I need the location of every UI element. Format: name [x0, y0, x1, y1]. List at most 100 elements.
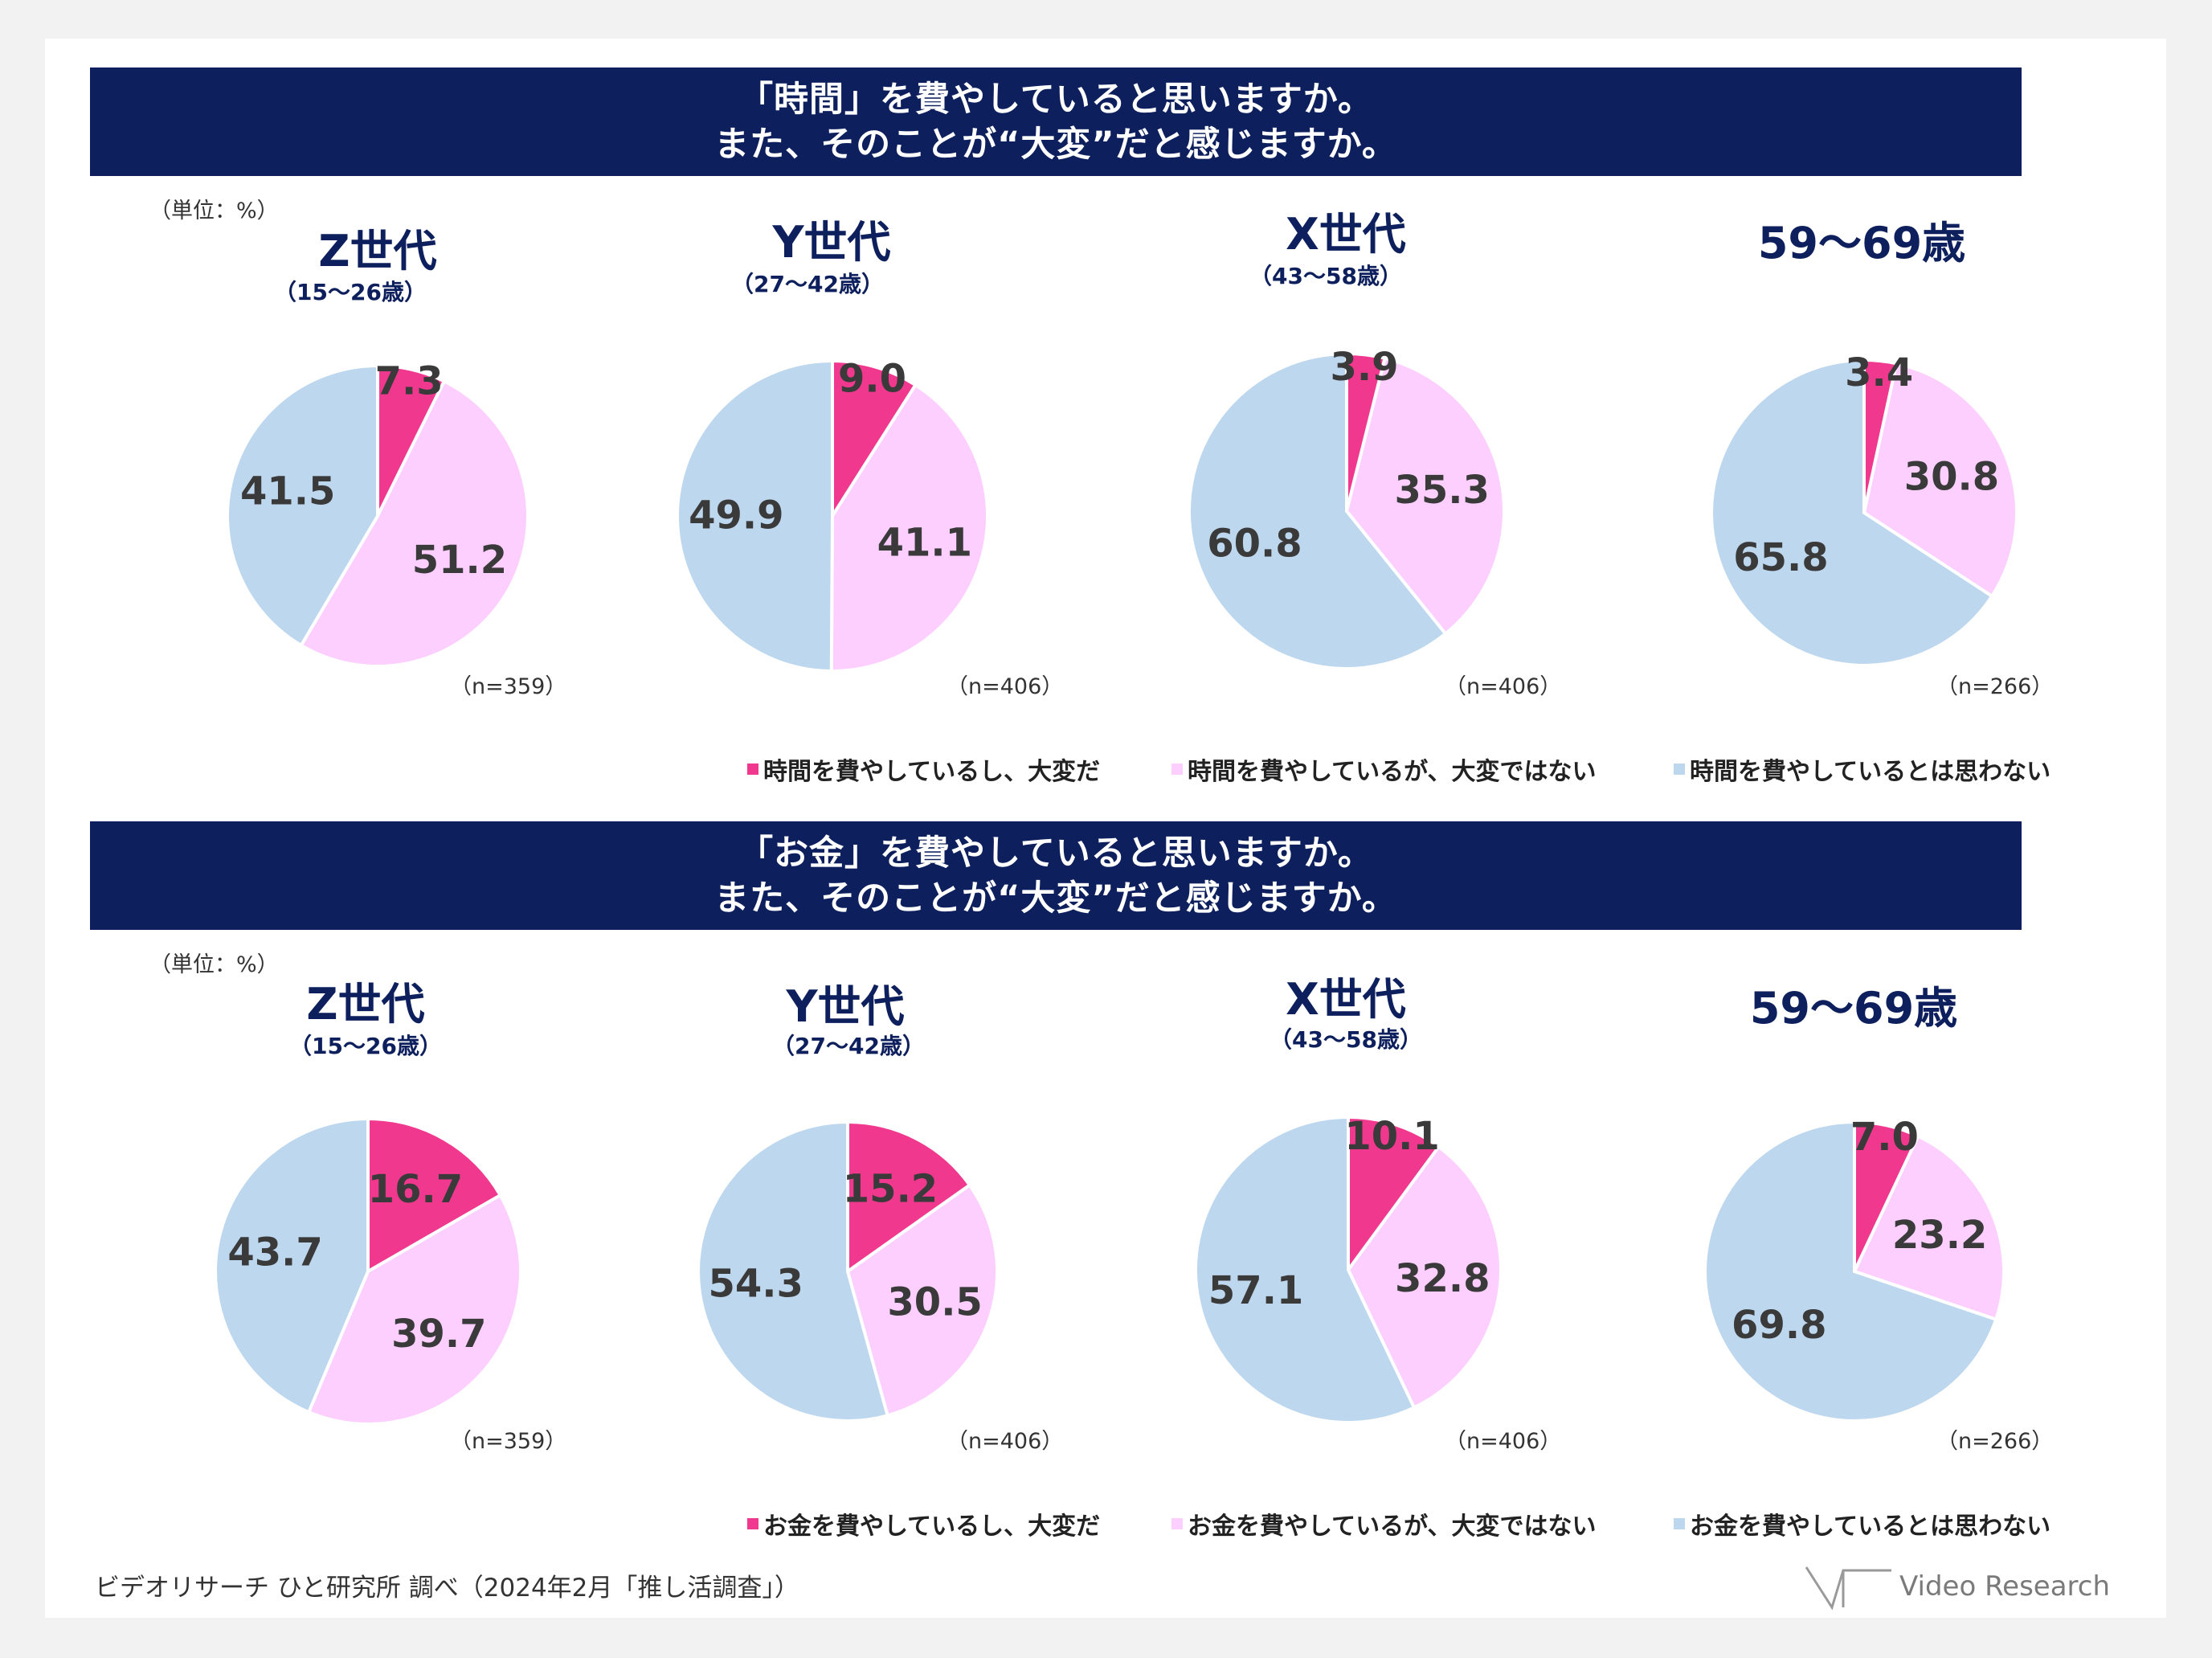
section-money-subtitle: また、そのことが“大変”だと感じますか。 — [714, 878, 1397, 919]
pie-value-label: 51.2 — [412, 538, 507, 583]
legend-label: お金を費やしているとは思わない — [1690, 1513, 2051, 1541]
slice-busy — [1347, 1115, 1441, 1275]
pie-value-label: 43.7 — [227, 1230, 322, 1275]
pie-value-label: 7.3 — [375, 358, 444, 403]
money-y-n: （n=406） — [947, 1429, 1064, 1454]
pie-value-label: 60.8 — [1207, 521, 1302, 566]
legend-label: 時間を費やしているが、大変ではない — [1188, 758, 1597, 786]
pie-value-label: 35.3 — [1394, 468, 1489, 513]
money-y-age: （27～42歳） — [772, 1033, 925, 1059]
slice-not-spending — [1710, 358, 1994, 667]
pie-money-z: 16.7 39.7 43.7 — [214, 1116, 522, 1426]
slice-not-busy — [845, 1182, 999, 1418]
slice-not-spending — [676, 358, 834, 673]
pie-value-label: 49.9 — [689, 493, 783, 538]
pie-value-label: 69.8 — [1732, 1303, 1826, 1348]
pie-value-label: 32.8 — [1395, 1256, 1490, 1301]
slice-not-spending — [697, 1120, 890, 1423]
pie-value-label: 16.7 — [368, 1167, 463, 1212]
slice-not-busy — [306, 1193, 522, 1426]
pie-value-label: 57.1 — [1208, 1268, 1303, 1313]
section-time-subtitle: また、そのことが“大変”だと感じますか。 — [714, 124, 1397, 165]
pie-time-senior: 3.4 30.8 65.8 — [1710, 350, 2018, 667]
pie-value-label: 7.0 — [1850, 1115, 1919, 1160]
pie-value-label: 65.8 — [1733, 535, 1828, 580]
section-time-banner: 「時間」を費やしていると思いますか。 また、そのことが“大変”だと感じますか。 — [90, 68, 2022, 176]
section-money-title: 「お金」を費やしていると思いますか。 — [738, 833, 1373, 874]
time-x-age: （43～58歳） — [1249, 263, 1402, 289]
legend-swatch-pink-dark — [747, 763, 758, 775]
money-senior-n: （n=266） — [1936, 1429, 2054, 1454]
pie-value-label: 15.2 — [843, 1167, 938, 1212]
legend-label: 時間を費やしているし、大変だ — [763, 758, 1101, 786]
legend-label: お金を費やしているし、大変だ — [763, 1513, 1101, 1541]
legend-label: 時間を費やしているとは思わない — [1690, 758, 2051, 786]
time-y-n: （n=406） — [947, 674, 1064, 699]
money-z-age: （15～26歳） — [289, 1033, 442, 1059]
money-z-n: （n=359） — [450, 1429, 567, 1454]
time-legend-2: 時間を費やしているが、大変ではない — [1171, 751, 1597, 787]
logo-text: Video Research — [1899, 1570, 2111, 1603]
slice-not-busy — [1852, 1134, 2006, 1322]
time-x-title: X世代 — [1286, 209, 1406, 260]
time-y-age: （27～42歳） — [731, 271, 884, 297]
section-money-unit: （単位：%） — [149, 952, 279, 977]
money-legend-3: お金を費やしているとは思わない — [1674, 1506, 2050, 1541]
pie-time-y: 9.0 41.1 49.9 — [676, 356, 989, 673]
pie-money-y: 15.2 30.5 54.3 — [697, 1120, 999, 1423]
time-z-n: （n=359） — [450, 674, 567, 699]
legend-label: お金を費やしているが、大変ではない — [1188, 1513, 1597, 1541]
slice-busy — [831, 358, 918, 522]
legend-swatch-pink-light — [1171, 1518, 1183, 1529]
legend-swatch-pink-dark — [747, 1518, 758, 1529]
slice-not-busy — [829, 383, 989, 673]
slice-not-spending — [226, 363, 379, 648]
video-research-logo: Video Research — [1805, 1562, 2110, 1611]
slice-not-spending — [1188, 351, 1448, 670]
slice-not-spending — [1194, 1115, 1417, 1424]
section-time-title: 「時間」を費やしていると思いますか。 — [738, 79, 1373, 120]
slice-not-busy — [299, 379, 529, 668]
pie-money-x: 10.1 32.8 57.1 — [1194, 1114, 1503, 1424]
pie-value-label: 54.3 — [709, 1262, 803, 1307]
legend-swatch-blue-light — [1674, 1518, 1685, 1529]
money-senior-title: 59～69歳 — [1749, 983, 1958, 1034]
slice-busy — [846, 1120, 972, 1275]
time-legend-3: 時間を費やしているとは思わない — [1674, 751, 2050, 787]
pie-time-x: 3.9 35.3 60.8 — [1188, 345, 1506, 670]
pie-value-label: 39.7 — [391, 1312, 486, 1357]
source-footnote: ビデオリサーチ ひと研究所 調べ（2024年2月「推し活調査」） — [95, 1574, 799, 1603]
pie-value-label: 41.1 — [877, 521, 972, 566]
money-z-title: Z世代 — [306, 979, 425, 1030]
time-senior-n: （n=266） — [1936, 674, 2054, 699]
pie-value-label: 41.5 — [240, 469, 335, 514]
slice-not-spending — [214, 1116, 370, 1414]
legend-swatch-blue-light — [1674, 763, 1685, 775]
money-x-title: X世代 — [1286, 974, 1406, 1025]
time-z-age: （15～26歳） — [274, 279, 427, 305]
pie-money-senior: 7.0 23.2 69.8 — [1703, 1115, 2006, 1423]
section-time-unit: （単位：%） — [149, 199, 279, 223]
money-x-n: （n=406） — [1445, 1429, 1562, 1454]
pie-value-label: 3.9 — [1331, 345, 1399, 390]
pie-value-label: 23.2 — [1892, 1213, 1987, 1258]
slice-not-busy — [1344, 356, 1506, 637]
money-legend-1: お金を費やしているし、大変だ — [747, 1506, 1100, 1541]
legend-swatch-pink-light — [1171, 763, 1183, 775]
pie-value-label: 30.5 — [887, 1280, 982, 1325]
pie-value-label: 30.8 — [1904, 454, 1999, 499]
money-legend-2: お金を費やしているが、大変ではない — [1171, 1506, 1597, 1541]
pie-value-label: 10.1 — [1344, 1114, 1439, 1159]
pie-time-z: 7.3 51.2 41.5 — [226, 358, 529, 668]
section-money-banner: 「お金」を費やしていると思いますか。 また、そのことが“大変”だと感じますか。 — [90, 821, 2022, 930]
logo-mark-icon — [1805, 1566, 1891, 1611]
pie-value-label: 3.4 — [1845, 350, 1913, 395]
pie-value-label: 9.0 — [838, 356, 906, 401]
time-legend-1: 時間を費やしているし、大変だ — [747, 751, 1100, 787]
slice-not-busy — [1862, 361, 2018, 599]
time-z-title: Z世代 — [318, 226, 437, 276]
money-y-title: Y世代 — [786, 981, 905, 1032]
slice-not-spending — [1703, 1120, 1998, 1423]
money-x-age: （43～58歳） — [1270, 1026, 1422, 1053]
slice-not-busy — [1346, 1144, 1503, 1410]
